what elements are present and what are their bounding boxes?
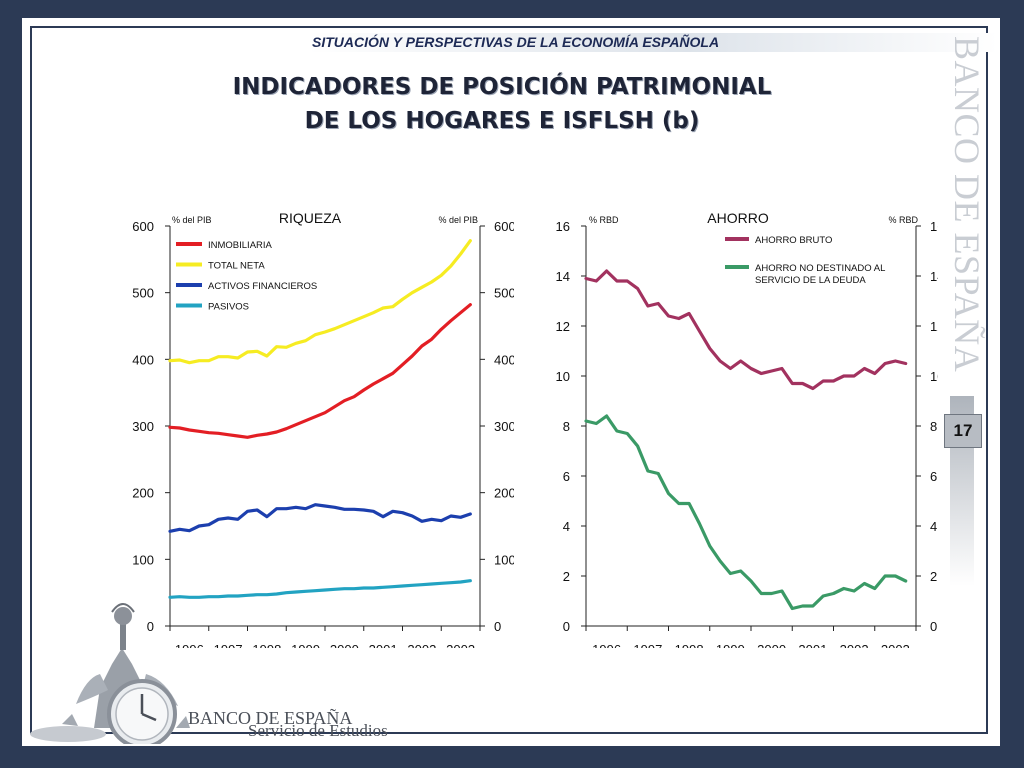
chart-riqueza-svg: 0010010020020030030040040050050060060019…: [132, 210, 515, 657]
riqueza-series-line-3: [168, 503, 472, 533]
riqueza-legend-label-4: PASIVOS: [208, 302, 249, 313]
ahorro-unit-label-left: % RBD: [589, 215, 619, 225]
ahorro-y-tick-label-right: 4: [930, 519, 937, 534]
ahorro-legend-label-2: SERVICIO DE LA DEUDA: [755, 275, 866, 286]
ahorro-x-tick-label: 1999: [716, 642, 745, 648]
slide-frame: [30, 26, 988, 734]
slide-title-line-1: INDICADORES DE POSICIÓN PATRIMONIAL: [232, 74, 772, 100]
ahorro-x-tick-label: 1998: [675, 642, 704, 648]
riqueza-series-line-4: [168, 579, 472, 599]
chart-ahorro-svg: 0 0 2 2 4 4 6 6 8 8 10 10 12 12 14 14 16 16 1996 1997 1998 19…: [556, 210, 945, 657]
riqueza-legend-label-1: INMOBILIARIA: [208, 240, 273, 251]
ahorro-y-tick-label-left: 10: [556, 369, 570, 384]
riqueza-y-tick-label-right: 0: [494, 619, 501, 634]
ahorro-y-tick-label-left: 2: [563, 569, 570, 584]
riqueza-y-tick-label-left: 200: [132, 486, 154, 501]
ahorro-y-tick-label-right: 16: [930, 219, 938, 234]
ahorro-y-tick-label-right: 10: [930, 369, 938, 384]
riqueza-y-tick-label-right: 200: [494, 486, 514, 501]
ahorro-legend-label-2: AHORRO NO DESTINADO AL: [755, 263, 885, 274]
clock-building-emblem-icon: [30, 603, 190, 746]
riqueza-series-line-1: [168, 303, 472, 439]
ahorro-y-tick-label-left: 16: [556, 219, 570, 234]
riqueza-series-line-2: [168, 239, 472, 365]
ahorro-unit-label-right: % RBD: [888, 215, 918, 225]
riqueza-y-tick-label-left: 100: [132, 552, 154, 567]
riqueza-y-tick-label-left: 300: [132, 419, 154, 434]
riqueza-y-tick-label-right: 100: [494, 552, 514, 567]
ahorro-x-tick-label: 1996: [592, 642, 621, 648]
ahorro-y-tick-label-left: 12: [556, 319, 570, 334]
riqueza-y-tick-label-right: 300: [494, 419, 514, 434]
ahorro-series-line-1: [584, 269, 908, 391]
slide-title-line-2: DE LOS HOGARES E ISFLSH (b): [304, 108, 700, 134]
riqueza-chart-title: RIQUEZA: [279, 210, 342, 226]
logo-service-name: Servicio de Estudios: [248, 721, 388, 740]
ahorro-y-tick-label-right: 14: [930, 269, 938, 284]
chart-ahorro: 0 0 2 2 4 4 6 6 8 8 10 10 12 12 14 14 16 16 1996 1997 1998 19…: [522, 178, 945, 657]
riqueza-y-tick-label-left: 400: [132, 352, 154, 367]
ahorro-y-tick-label-right: 12: [930, 319, 938, 334]
ahorro-legend-label-1: AHORRO BRUTO: [755, 235, 832, 246]
ahorro-y-tick-label-left: 0: [563, 619, 570, 634]
ahorro-y-tick-label-right: 8: [930, 419, 937, 434]
ahorro-y-tick-label-right: 0: [930, 619, 937, 634]
page-number-badge: 17: [944, 414, 982, 448]
ahorro-y-tick-label-left: 8: [563, 419, 570, 434]
logo-bank-name: BANCO DE ESPAÑA: [188, 708, 353, 728]
ahorro-y-tick-label-left: 6: [563, 469, 570, 484]
ahorro-series-line-2: [584, 414, 908, 611]
riqueza-y-tick-label-right: 600: [494, 219, 514, 234]
riqueza-y-tick-label-right: 400: [494, 352, 514, 367]
riqueza-legend-label-2: TOTAL NETA: [208, 261, 265, 272]
header-bar: [308, 33, 998, 52]
ahorro-x-tick-label: 1997: [633, 642, 662, 648]
bank-logo: [26, 578, 446, 746]
ahorro-y-tick-label-left: 4: [563, 519, 570, 534]
riqueza-unit-label-right: % del PIB: [438, 215, 478, 225]
chart-riqueza: 0010010020020030030040040050050060060019…: [104, 178, 515, 657]
ahorro-y-tick-label-right: 6: [930, 469, 937, 484]
riqueza-y-tick-label-right: 500: [494, 286, 514, 301]
riqueza-y-tick-label-left: 500: [132, 286, 154, 301]
side-brand-text: BANCO DE ESPAÑA: [947, 36, 987, 373]
riqueza-y-tick-label-left: 0: [147, 619, 154, 634]
riqueza-legend-label-3: ACTIVOS FINANCIEROS: [208, 281, 317, 292]
slide: SITUACIÓN Y PERSPECTIVAS DE LA ECONOMÍA …: [22, 18, 1000, 746]
ahorro-x-tick-label: 2000: [757, 642, 786, 648]
ahorro-chart-title: AHORRO: [707, 210, 769, 226]
ahorro-x-tick-label: 2001: [798, 642, 827, 648]
ahorro-y-tick-label-left: 14: [556, 269, 570, 284]
riqueza-y-tick-label-left: 600: [132, 219, 154, 234]
riqueza-unit-label-left: % del PIB: [172, 215, 212, 225]
header-subtitle: SITUACIÓN Y PERSPECTIVAS DE LA ECONOMÍA …: [312, 34, 720, 50]
ahorro-y-tick-label-right: 2: [930, 569, 937, 584]
